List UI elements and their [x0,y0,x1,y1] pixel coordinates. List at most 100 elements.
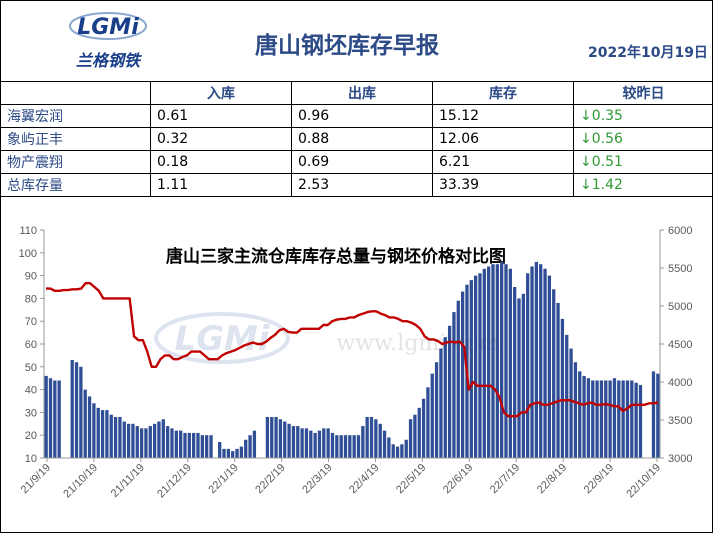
x-axis-tick-label: 22/10/19 [624,462,663,501]
bar [296,426,300,458]
warehouse-name: 海翼宏润 [0,104,151,128]
bar [426,387,430,458]
table-row: 海翼宏润 0.61 0.96 15.12 ↓0.35 [0,104,713,128]
x-axis-tick-label: 22/8/19 [535,462,569,496]
bar [391,444,395,458]
bar [343,435,348,458]
column-header-change: 较昨日 [573,81,713,105]
logo-subtext: 兰格钢铁 [76,51,142,70]
bar [92,403,96,458]
x-axis-tick-label: 22/1/19 [206,462,240,496]
bar [400,444,404,458]
bar [552,289,556,458]
logo-text: LGMi [77,15,139,40]
line-series [46,282,659,418]
bar [131,423,135,458]
bar [192,432,196,458]
left-axis-tick-label: 40 [25,385,37,397]
x-axis-tick-label: 22/6/19 [441,462,475,496]
right-axis-tick-label: 4500 [668,339,692,351]
x-axis-tick-label: 21/10/19 [61,462,100,501]
x-axis-tick-label: 21/11/19 [109,462,147,500]
left-axis-tick-label: 10 [25,453,37,465]
bar [456,300,460,458]
bar [617,380,621,458]
bar [335,435,339,458]
right-axis-tick-label: 6000 [668,225,692,237]
bar [582,375,586,458]
bar [83,389,87,458]
left-axis-tick-label: 20 [25,430,37,442]
cell-change: ↓0.56 [573,127,713,151]
bar [183,432,187,458]
bar [638,385,643,458]
bar [313,432,317,458]
bar [356,435,361,458]
cell-change: ↓1.42 [573,173,713,197]
bar [612,378,617,458]
bar [586,378,591,458]
bar [270,416,274,458]
left-axis-tick-label: 110 [19,225,37,237]
bar [122,421,126,458]
cell-change: ↓0.51 [573,150,713,174]
bar [48,378,53,458]
bar [287,423,291,458]
left-axis-tick-label: 90 [25,271,37,283]
bar [348,435,352,458]
bar [300,428,304,458]
x-axis-tick-label: 22/9/19 [582,462,616,496]
bar [161,419,165,458]
warehouse-name: 总库存量 [0,173,151,197]
bar [530,266,534,458]
table-row: 物产震翔 0.18 0.69 6.21 ↓0.51 [0,150,713,174]
lgmi-logo: LGMi 兰格钢铁 [69,12,147,70]
bar [244,439,248,458]
bar [317,430,322,458]
x-axis-tick-label: 21/9/19 [19,462,53,496]
bar [452,312,456,458]
bar [330,432,335,458]
x-axis-tick-label: 22/3/19 [300,462,334,496]
bar [656,373,660,458]
bar [578,371,582,458]
right-axis-tick-label: 5000 [668,301,692,313]
bar [222,448,226,458]
table-row: 象屿正丰 0.32 0.88 12.06 ↓0.56 [0,127,713,151]
bar [283,421,287,458]
bar [569,348,573,458]
left-axis-tick-label: 30 [25,407,37,419]
bar [70,359,74,458]
bar [421,398,426,458]
bar [599,380,604,458]
bar [209,435,213,458]
bar [226,448,231,458]
left-axis-tick-label: 80 [25,293,37,305]
bar [322,428,326,458]
bar [430,373,434,458]
bar [361,426,365,458]
table-header-row: 入库 出库 库存 较昨日 [0,81,713,105]
bar [187,432,191,458]
cell-stock: 6.21 [432,150,574,174]
bar [521,293,525,458]
chart-title: 唐山三家主流仓库库存总量与钢坯价格对比图 [166,246,506,267]
bar [482,268,486,458]
bar [539,264,543,458]
bar [508,268,512,458]
cell-out: 2.53 [291,173,433,197]
bar [96,407,100,458]
bar [170,428,174,458]
bar [534,261,539,458]
bar [44,375,48,458]
bar [165,426,170,458]
bar [404,439,408,458]
bar [135,426,139,458]
bar [200,435,204,458]
bar [118,416,122,458]
bar [604,380,608,458]
bar-series [44,261,660,458]
bar [443,337,447,458]
bar [460,291,465,458]
bar [487,266,491,458]
